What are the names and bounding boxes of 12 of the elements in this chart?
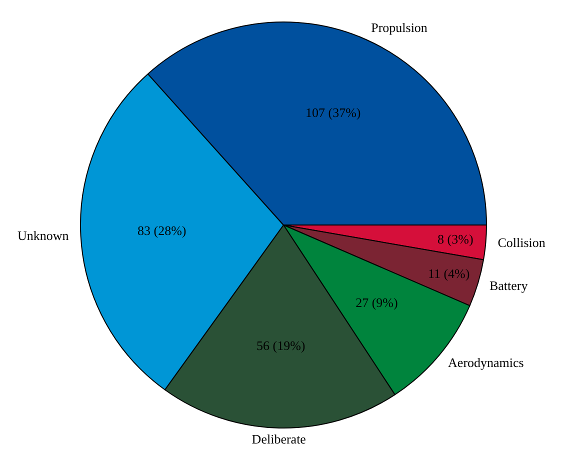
slice-label: Aerodynamics [448, 354, 524, 370]
slice-label: Deliberate [252, 431, 306, 446]
slice-label: Collision [498, 234, 546, 250]
data-label: 11 (4%) [428, 266, 470, 281]
data-label: 8 (3%) [438, 231, 474, 246]
slice-label: Battery [489, 278, 528, 294]
slice-label: Unknown [18, 228, 70, 243]
data-label: 83 (28%) [138, 222, 186, 238]
slice-label: Propulsion [371, 20, 428, 36]
data-label: 56 (19%) [256, 338, 306, 354]
data-label: 107 (37%) [305, 105, 361, 120]
data-label: 27 (9%) [356, 294, 398, 310]
